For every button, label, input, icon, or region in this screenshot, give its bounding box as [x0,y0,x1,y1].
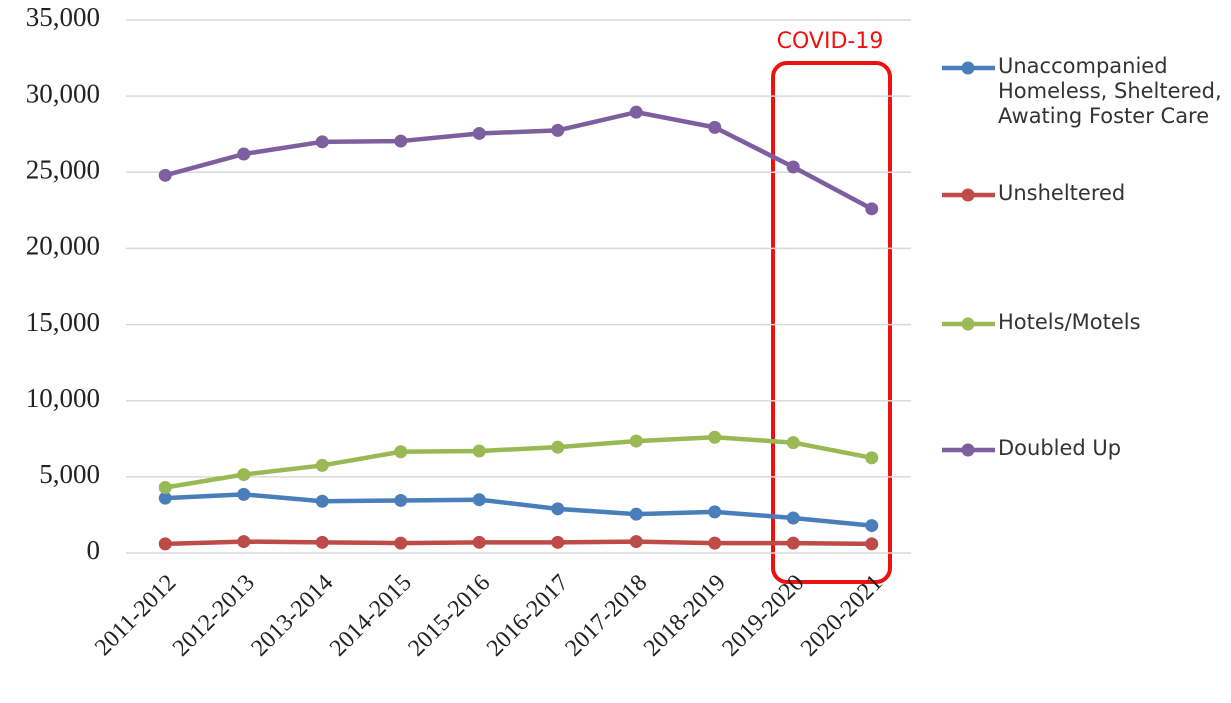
legend-item: Unaccompanied Homeless, Sheltered, Awati… [998,54,1222,129]
legend-marker [961,61,975,75]
legend-label: Unsheltered [998,181,1126,205]
grid [126,19,911,554]
legend-item: Doubled Up [998,436,1122,460]
x-tick-label: 2018-2019 [639,570,731,662]
data-point [158,481,172,495]
data-point [472,444,486,458]
x-tick-label: 2016-2017 [482,570,574,662]
y-tick-label: 15,000 [26,307,100,337]
data-point [551,535,565,549]
data-point [158,491,172,505]
x-tick-label: 2012-2013 [168,570,260,662]
y-tick-label: 30,000 [26,78,100,108]
data-point [315,535,329,549]
data-point [394,493,408,507]
data-point [472,493,486,507]
data-point [786,536,800,550]
y-tick-label: 35,000 [26,2,100,32]
legend-label: Doubled Up [998,436,1122,460]
data-point [158,537,172,551]
legend-marker [961,188,975,202]
legend-label: Hotels/Motels [998,310,1141,334]
data-point [629,434,643,448]
legend-marker [961,317,975,331]
data-point [237,468,251,482]
data-point [394,536,408,550]
data-point [629,105,643,119]
data-point [472,126,486,140]
series-line [164,109,873,211]
data-point [629,535,643,549]
data-point [472,535,486,549]
y-tick-label: 20,000 [26,231,100,261]
data-point [629,507,643,521]
data-point [237,535,251,549]
x-tick-label: 2017-2018 [560,570,652,662]
y-tick-label: 5,000 [39,459,100,489]
data-point [315,135,329,149]
data-point [315,458,329,472]
data-point [865,537,879,551]
data-point [237,147,251,161]
data-point [315,494,329,508]
x-tick-label: 2015-2016 [403,570,495,662]
legend-item: Unsheltered [998,181,1126,205]
series-line [165,492,872,528]
data-point [708,430,722,444]
data-point [394,134,408,148]
x-tick-label: 2013-2014 [246,570,338,662]
data-point [786,436,800,450]
data-point [865,202,879,216]
y-tick-label: 10,000 [26,383,100,413]
data-point [708,505,722,519]
annotation: COVID-19 [777,29,884,54]
data-point [551,502,565,516]
data-point [865,519,879,533]
series-line [164,435,873,490]
legend-item: Hotels/Motels [998,310,1141,334]
x-tick-label: 2019-2020 [717,570,809,662]
data-point [551,440,565,454]
data-point [786,160,800,174]
covid-highlight [771,61,892,584]
legend-marker [961,443,975,457]
x-tick-label: 2014-2015 [325,570,417,662]
x-tick-label: 2011-2012 [90,570,181,661]
data-point [708,120,722,134]
data-point [708,536,722,550]
series-line [165,539,872,547]
data-point [158,168,172,182]
data-point [786,511,800,525]
y-tick-label: 0 [87,535,101,565]
data-point [394,445,408,459]
data-point [237,487,251,501]
data-point [551,123,565,137]
data-point [865,451,879,465]
y-tick-label: 25,000 [26,154,100,184]
legend-label: Unaccompanied Homeless, Sheltered, Awati… [998,54,1222,129]
